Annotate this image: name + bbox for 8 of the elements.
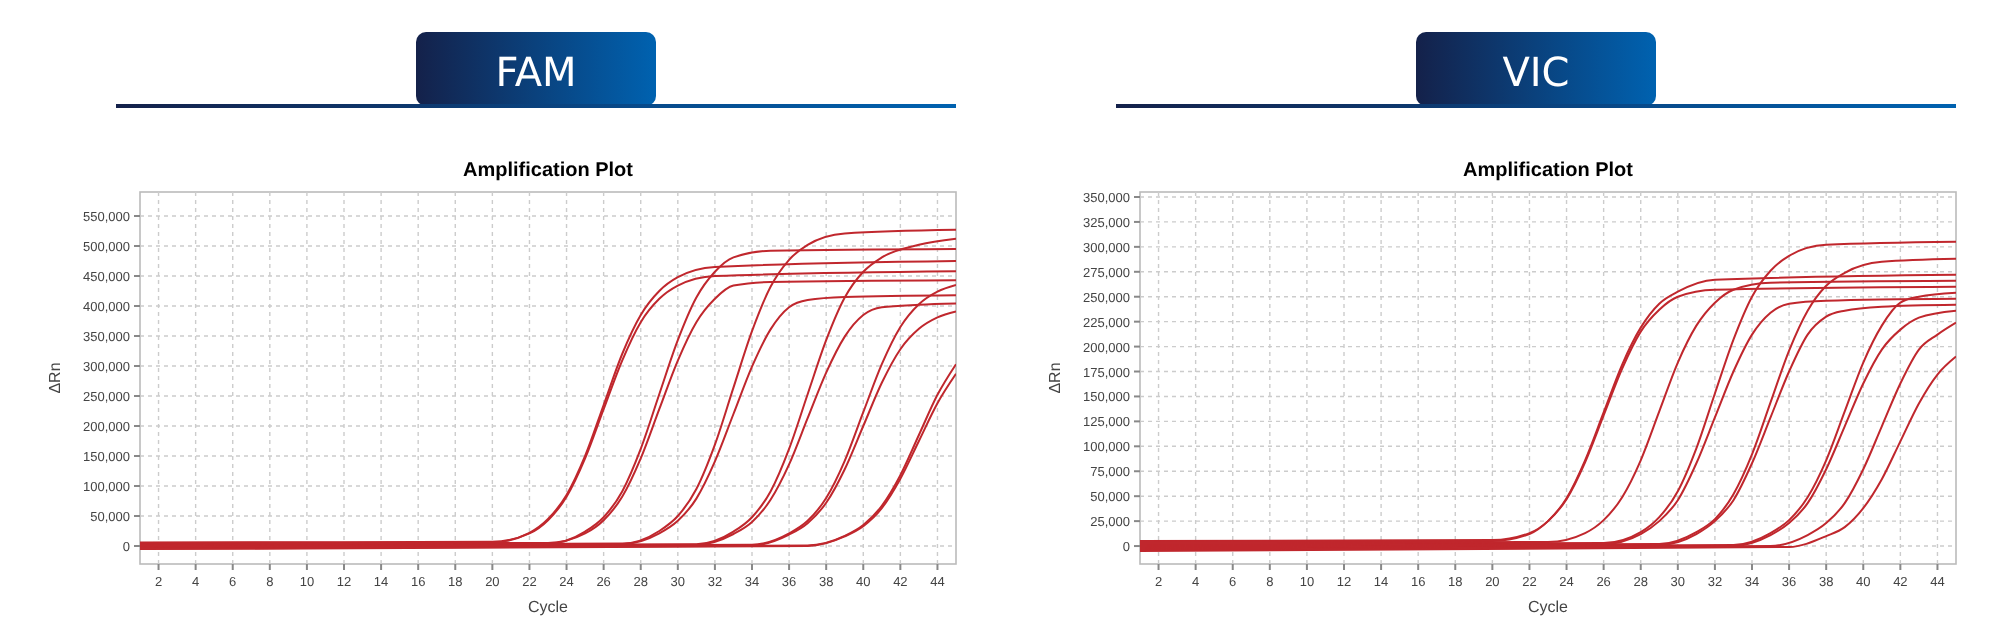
x-axis-title: Cycle	[527, 598, 570, 616]
y-axis-title: ΔRn	[46, 362, 64, 394]
chart-title: VIC	[1502, 48, 1570, 96]
x-axis-title: Cycle	[1527, 598, 1570, 616]
chart-subtitle: Amplification Plot	[463, 160, 635, 182]
y-axis-title: ΔRn	[1046, 362, 1064, 394]
chart-subtitle: Amplification Plot	[1463, 160, 1635, 182]
chart-title: FAM	[495, 48, 577, 96]
